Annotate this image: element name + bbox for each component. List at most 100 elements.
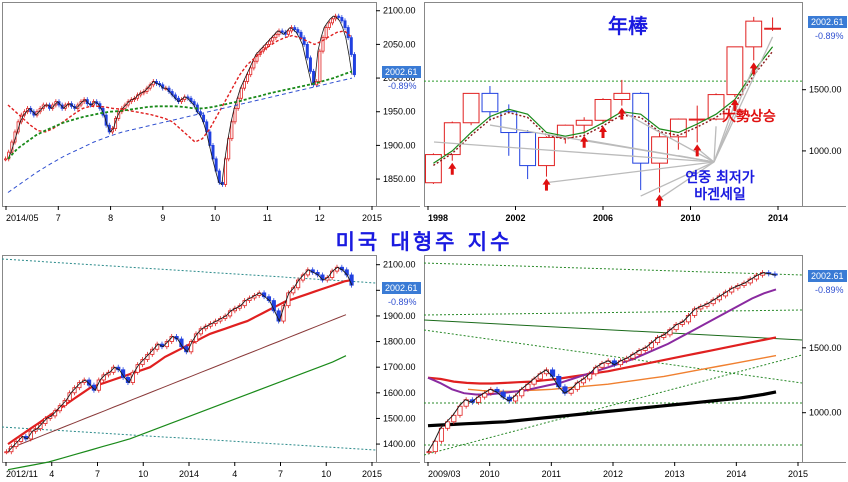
price-candle [274,33,278,39]
x-axis-label: 2015 [788,469,808,479]
x-axis-label: 2006 [593,213,613,223]
price-candle [264,44,268,49]
price-candle [349,37,353,55]
ma-blue [7,77,353,193]
price-candle [280,30,284,33]
price-candle [52,410,58,417]
close-line [7,266,353,453]
lows-annotation: 연중 최저가 바겐세일 [670,170,770,204]
price-candle [296,29,300,33]
ma-200 [427,390,777,428]
price-candle [426,451,432,454]
up-arrow [693,144,702,157]
x-axis-label: 2002 [505,213,525,223]
last-price-badge: 2002.61 [382,66,421,78]
last-price-badge: 2002.61 [382,282,421,294]
trend-line [424,329,803,384]
x-axis-label: 2013 [665,469,685,479]
price-candle [239,87,243,99]
price-candle [214,158,218,172]
price-candle [346,27,350,39]
x-axis-label: 10 [321,469,331,479]
x-axis-label: 7 [95,469,100,479]
price-candle [277,30,281,35]
ma-purple [427,288,777,396]
price-candle [352,54,356,76]
fan-line [713,66,755,163]
price-candle [252,60,256,69]
up-arrow [655,194,664,207]
y-axis-label: 2050.00 [383,39,416,49]
panel-top-right: 1500.00 1000.00 1998 2002 2006 2010 2014 2002.… [424,2,847,224]
change-percent: -0.89% [388,297,417,307]
price-candle [268,40,272,45]
price-candle [451,414,457,423]
x-axis-label: 2010 [680,213,700,223]
price-candle [246,74,250,82]
price-candle [286,30,290,35]
yearly-title: 年棒 [608,14,648,38]
ma-dotted [433,50,774,166]
price-candle [4,451,9,454]
price-candle [224,158,228,185]
year-candle [443,122,461,156]
price-candle [337,15,341,18]
close-line [427,272,777,452]
price-candle [271,37,275,42]
y-axis-label: 2100.00 [383,6,416,16]
price-candle [305,44,309,59]
up-arrow [730,99,739,112]
up-arrow [749,62,758,75]
y-axis-label: 1500.00 [809,343,842,353]
fan-line [713,36,774,163]
y-axis-label: 1700.00 [383,362,416,372]
price-candle [18,435,24,442]
price-candle [299,31,303,39]
price-candle [43,418,48,424]
y-axis-label: 1000.00 [809,408,842,418]
price-candle [327,22,331,28]
x-axis-label: 2010 [480,469,500,479]
price-candle [227,138,231,160]
price-candle [312,70,316,86]
center-title: 미국 대형주 지수 [335,230,513,254]
price-candle [101,107,105,116]
year-candle [669,118,687,138]
ma-brown [7,314,347,450]
price-candle [38,423,43,430]
x-axis-label: 10 [138,469,148,479]
y-axis-label: 1900.00 [383,311,416,321]
x-axis-label: 4 [232,469,237,479]
price-candle [107,124,111,133]
price-candle [302,37,306,45]
year-candle [575,119,593,126]
price-candle [208,131,212,146]
x-axis-label: 2009/03 [428,469,461,479]
y-axis-label: 1900.00 [383,140,416,150]
change-percent: -0.89% [815,31,844,41]
price-candle [432,440,438,453]
y-axis-label: 1400.00 [383,439,416,449]
up-arrow [580,135,589,148]
price-candle [211,144,215,160]
price-candle [28,430,33,440]
year-candle [745,20,763,48]
lows-annotation-line2: 바겐세일 [694,187,746,203]
last-price-badge: 2002.61 [808,270,847,282]
up-arrow [448,162,457,175]
fan-line [659,161,715,200]
ma-green [7,70,353,160]
year-candle [726,46,744,96]
year-candle [462,92,480,124]
price-candle [293,27,297,30]
year-candle [613,92,631,100]
up-arrow [617,107,626,120]
x-axis-label: 2014/05 [6,213,39,223]
price-candle [4,158,8,161]
price-candle [114,118,118,129]
x-axis-label: 7 [56,213,61,223]
price-candle [438,427,444,442]
year-candle [594,98,612,121]
fan-line [433,141,715,163]
plot-frame [2,255,377,463]
